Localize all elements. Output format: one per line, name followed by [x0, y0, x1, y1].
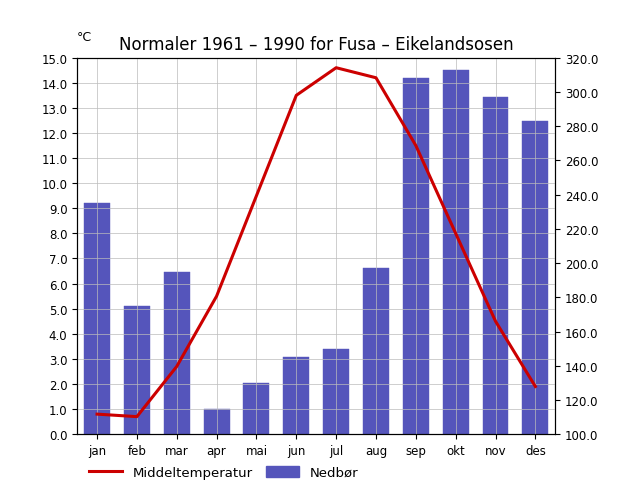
Bar	[283, 357, 309, 488]
Bar	[204, 408, 230, 488]
Legend: Middeltemperatur, Nedbør: Middeltemperatur, Nedbør	[84, 461, 363, 484]
Bar	[84, 204, 110, 488]
Bar	[244, 383, 270, 488]
Bar	[124, 306, 150, 488]
Title: Normaler 1961 – 1990 for Fusa – Eikelandsosen: Normaler 1961 – 1990 for Fusa – Eikeland…	[119, 36, 513, 54]
Text: °C: °C	[77, 31, 93, 43]
Bar	[523, 122, 549, 488]
Bar	[164, 272, 189, 488]
Bar	[443, 71, 469, 488]
Bar	[403, 79, 429, 488]
Bar	[482, 98, 508, 488]
Bar	[363, 268, 389, 488]
Bar	[323, 349, 349, 488]
